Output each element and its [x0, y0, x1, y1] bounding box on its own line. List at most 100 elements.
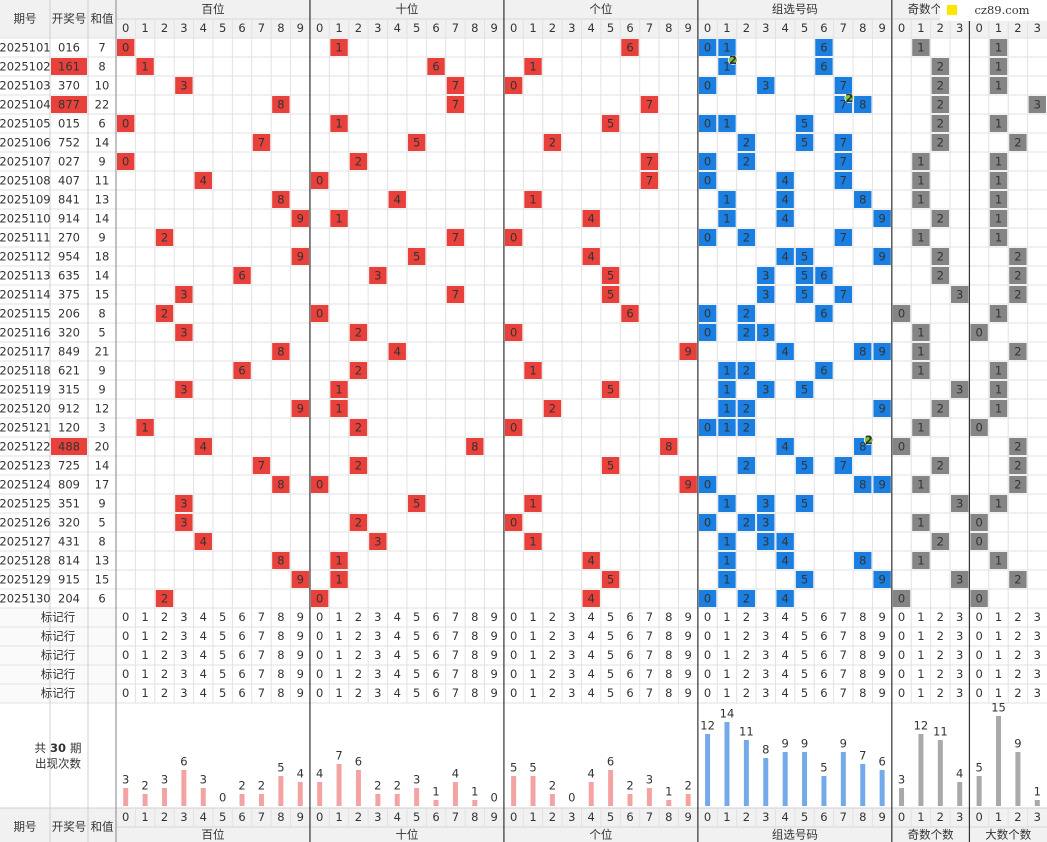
hit-cell	[873, 476, 891, 493]
hit-cell	[698, 419, 717, 436]
hit-number: 1	[335, 41, 342, 55]
hit-cell	[989, 153, 1008, 170]
marker-digit: 6	[432, 610, 439, 624]
marker-digit: 5	[219, 667, 226, 681]
hit-cell	[272, 476, 290, 493]
section-title: 组选号码	[772, 828, 818, 842]
issue: 2025126	[0, 516, 51, 530]
hit-cell	[640, 96, 659, 113]
hit-cell	[912, 476, 930, 493]
hit-number: 4	[781, 193, 788, 207]
hit-number: 0	[704, 41, 711, 55]
hit-number: 6	[820, 364, 827, 378]
digit-header: 1	[141, 21, 148, 35]
issue: 2025125	[0, 497, 51, 511]
digit-footer: 0	[975, 810, 982, 824]
count-label: 0	[491, 791, 498, 805]
digit-header: 2	[937, 21, 944, 35]
issue: 2025111	[0, 231, 51, 245]
marker-digit: 3	[568, 686, 575, 700]
marker-digit: 9	[297, 686, 304, 700]
hit-cell	[310, 476, 329, 493]
marker-digit: 9	[685, 648, 692, 662]
count-label: 11	[739, 725, 754, 739]
count-label: 5	[975, 761, 982, 775]
hit-number: 1	[335, 383, 342, 397]
marker-digit: 8	[665, 686, 672, 700]
hit-number: 2	[355, 326, 362, 340]
digit-footer: 7	[258, 810, 265, 824]
hit-cell	[892, 305, 911, 322]
marker-digit: 2	[549, 648, 556, 662]
hit-number: 1	[917, 421, 924, 435]
hit-number: 4	[588, 250, 595, 264]
marker-digit: 8	[277, 686, 284, 700]
marker-digit: 9	[878, 667, 885, 681]
hit-cell	[349, 153, 368, 170]
hit-cell	[989, 77, 1008, 94]
hit-cell	[155, 229, 174, 246]
hit-number: 7	[840, 174, 847, 188]
draw-number: 915	[58, 573, 80, 587]
hit-number: 4	[588, 212, 595, 226]
hit-cell	[795, 248, 814, 265]
marker-digit: 4	[588, 629, 595, 643]
hit-cell	[698, 39, 717, 56]
hit-number: 8	[277, 554, 284, 568]
marker-digit: 2	[161, 610, 168, 624]
hit-cell	[582, 590, 600, 607]
hit-number: 2	[743, 307, 750, 321]
marker-digit: 2	[743, 610, 750, 624]
count-bar	[666, 800, 672, 806]
draw-number: 849	[58, 345, 80, 359]
section-title: 个位	[589, 2, 612, 16]
summary-count: 30	[50, 741, 66, 755]
digit-footer: 0	[704, 810, 711, 824]
sum: 9	[98, 155, 105, 169]
marker-digit: 2	[937, 686, 944, 700]
hit-cell	[718, 571, 736, 588]
hit-cell	[1009, 457, 1027, 474]
hit-number: 0	[316, 307, 323, 321]
draw-number: 752	[58, 136, 80, 150]
marker-digit: 3	[374, 610, 381, 624]
marker-digit: 2	[743, 667, 750, 681]
marker-digit: 6	[820, 610, 827, 624]
marker-digit: 0	[704, 686, 711, 700]
hit-cell	[737, 324, 756, 341]
count-bar	[394, 794, 400, 806]
count-label: 7	[335, 749, 342, 763]
hit-number: 1	[529, 497, 536, 511]
hit-number: 4	[781, 554, 788, 568]
marker-digit: 5	[413, 686, 420, 700]
draw-number: 914	[58, 212, 80, 226]
hit-cell	[369, 533, 387, 550]
hit-cell	[698, 77, 717, 94]
marker-digit: 5	[607, 667, 614, 681]
hit-number: 7	[840, 79, 847, 93]
hit-number: 0	[704, 155, 711, 169]
marker-digit: 4	[781, 629, 788, 643]
digit-footer: 9	[685, 810, 692, 824]
count-bar	[278, 776, 284, 806]
digit-footer: 8	[277, 810, 284, 824]
hit-number: 0	[316, 478, 323, 492]
hit-number: 4	[781, 250, 788, 264]
hit-cell	[1009, 267, 1027, 284]
marker-digit: 9	[685, 610, 692, 624]
hit-number: 9	[878, 250, 885, 264]
digit-header: 7	[646, 21, 653, 35]
hit-cell	[795, 115, 814, 132]
marker-digit: 9	[685, 667, 692, 681]
hit-cell	[834, 229, 853, 246]
digit-footer: 2	[937, 810, 944, 824]
marker-digit: 2	[743, 629, 750, 643]
hit-number: 0	[122, 155, 129, 169]
marker-digit: 1	[335, 648, 342, 662]
hit-number: 5	[607, 288, 614, 302]
hit-cell	[427, 58, 445, 75]
hit-cell	[272, 552, 290, 569]
hit-cell	[854, 552, 872, 569]
marker-digit: 7	[452, 686, 459, 700]
hit-cell	[175, 514, 193, 531]
